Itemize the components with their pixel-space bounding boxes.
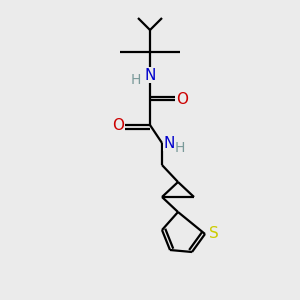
Text: S: S bbox=[209, 226, 219, 242]
Text: O: O bbox=[112, 118, 124, 133]
Text: O: O bbox=[176, 92, 188, 107]
Text: N: N bbox=[163, 136, 175, 151]
Text: H: H bbox=[131, 73, 141, 87]
Text: N: N bbox=[144, 68, 156, 82]
Text: H: H bbox=[175, 141, 185, 155]
